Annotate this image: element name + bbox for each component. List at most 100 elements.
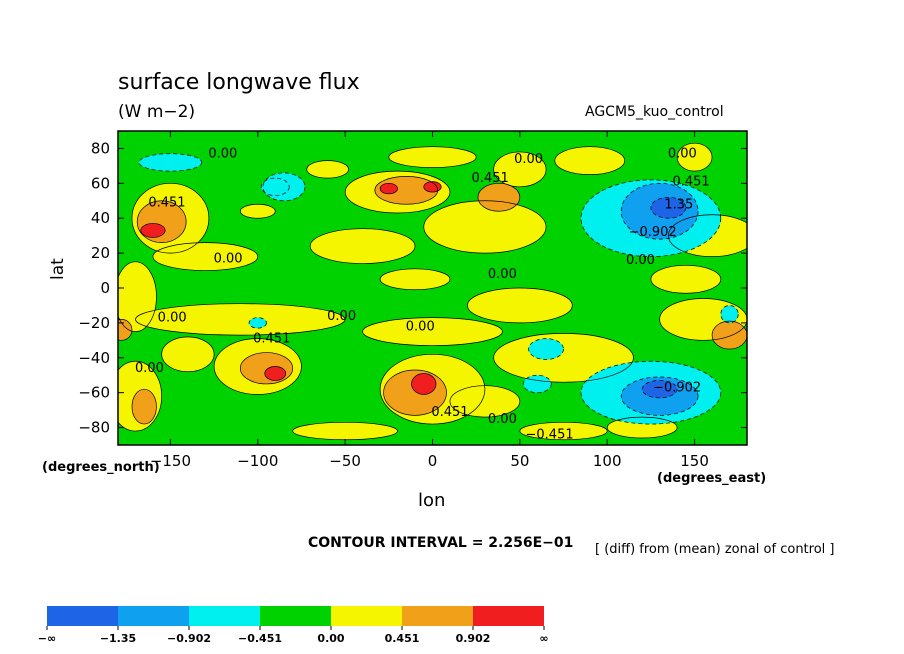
contour-label: 0.00 [626, 253, 655, 268]
contour-label: 1.35 [664, 197, 693, 212]
contour-line [262, 172, 306, 202]
dataset-name: AGCM5_kuo_control [585, 104, 724, 120]
contour-line [650, 196, 687, 219]
colorbar-label: −0.451 [238, 632, 282, 645]
contour-label: 0.00 [514, 152, 543, 167]
contour-region [138, 153, 202, 172]
x-tick-label: −50 [329, 452, 361, 470]
chart-title: surface longwave flux [118, 70, 360, 95]
y-tick-label: 80 [91, 139, 110, 157]
colorbar-swatch [189, 606, 260, 626]
x-tick-label: −150 [150, 452, 191, 470]
contour-label: 0.451 [672, 175, 709, 190]
contour-line [423, 200, 547, 254]
y-tick-label: −80 [78, 419, 110, 437]
contour-label: 0.00 [135, 361, 164, 376]
contour-region [519, 422, 608, 440]
contour-region [380, 268, 450, 290]
contour-label: 0.00 [327, 309, 356, 324]
contour-line [650, 264, 722, 294]
contour-region [131, 389, 157, 425]
contour-line [423, 181, 442, 193]
colorbar-label: 0.902 [456, 632, 491, 645]
contour-line [374, 176, 439, 205]
contour-map [118, 131, 747, 445]
contour-line [449, 385, 521, 418]
contour-line [118, 319, 133, 341]
colorbar-swatch [260, 606, 331, 626]
contour-region [152, 242, 258, 271]
colorbar-label: 0.00 [317, 632, 344, 645]
contour-region [642, 380, 678, 398]
x-tick-label: 0 [428, 452, 438, 470]
contour-region [712, 321, 747, 350]
y-tick-label: 40 [91, 209, 110, 227]
contour-label: 0.451 [431, 405, 468, 420]
contour-interval: CONTOUR INTERVAL = 2.256E−01 [308, 535, 574, 551]
contour-region [720, 305, 739, 323]
contour-label: 0.451 [148, 196, 185, 211]
contour-line [264, 366, 287, 381]
contour-label: 0.00 [158, 311, 187, 326]
contour-region [118, 319, 132, 341]
y-tick-label: −60 [78, 384, 110, 402]
contour-region [264, 366, 286, 381]
contour-line [140, 223, 166, 238]
contour-line [213, 338, 302, 395]
contour-line [411, 373, 437, 395]
colorbar-label: 0.451 [385, 632, 420, 645]
contour-line [493, 333, 634, 383]
contour-region [388, 146, 477, 168]
contour-label: 0.00 [214, 251, 243, 266]
contour-region [411, 373, 436, 395]
contour-label: 0.00 [208, 147, 237, 162]
x-tick-label: −100 [237, 452, 278, 470]
contour-label: −0.451 [526, 428, 574, 443]
colorbar-swatch [473, 606, 544, 626]
y-tick-label: 60 [91, 174, 110, 192]
contour-line [668, 214, 747, 257]
colorbar-label: −1.35 [100, 632, 136, 645]
y-tick-label: 0 [100, 279, 110, 297]
y-axis-unit: (degrees_north) [42, 460, 160, 475]
contour-region [362, 317, 503, 346]
contour-region [135, 303, 346, 336]
x-tick-label: 150 [680, 452, 709, 470]
chart-units: (W m−2) [118, 102, 196, 122]
contour-line [248, 317, 267, 329]
contour-region [493, 151, 547, 187]
contour-line [388, 146, 477, 168]
contour-region [380, 183, 398, 194]
contour-line [620, 182, 699, 240]
contour-region [140, 223, 166, 238]
contour-label: 0.00 [406, 319, 435, 334]
contour-line [528, 338, 564, 360]
y-tick-label: −20 [78, 314, 110, 332]
contour-region [467, 288, 573, 323]
contour-line [309, 228, 416, 264]
contour-line [306, 160, 349, 179]
contour-label: 0.451 [472, 171, 509, 186]
x-tick-label: 50 [510, 452, 529, 470]
contour-line [161, 336, 215, 373]
y-tick-label: 20 [91, 244, 110, 262]
colorbar-label: −0.902 [167, 632, 211, 645]
contour-line [477, 182, 521, 212]
contour-line [383, 369, 447, 416]
contour-region [306, 160, 349, 179]
contour-line [362, 317, 503, 346]
colorbar: −∞ −1.35 −0.902 −0.451 0.00 0.451 0.902 ∞ [38, 606, 549, 645]
colorbar-swatch [402, 606, 473, 626]
y-axis: 80 60 40 20 0 −20 −40 −60 −80 [78, 139, 747, 437]
colorbar-label: −∞ [38, 632, 56, 645]
contour-line [379, 353, 486, 425]
contour-line [554, 146, 626, 175]
contour-line [519, 421, 608, 441]
colorbar-label: ∞ [539, 632, 548, 645]
contour-label: −0.902 [653, 380, 701, 395]
contour-line [606, 416, 678, 439]
contour-line [135, 303, 346, 336]
contour-line [580, 179, 722, 257]
contour-region [423, 181, 442, 193]
